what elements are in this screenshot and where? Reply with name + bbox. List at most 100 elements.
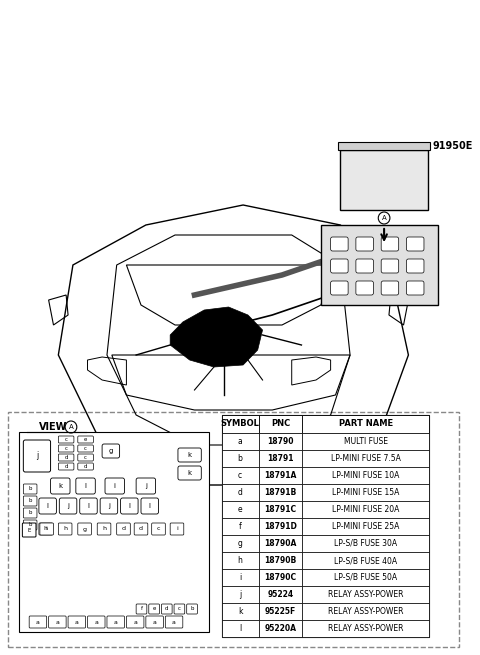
Text: LP-MINI FUSE 15A: LP-MINI FUSE 15A: [332, 488, 399, 497]
Bar: [20, 432, 209, 632]
Bar: [259, 415, 302, 433]
Circle shape: [65, 421, 77, 433]
FancyBboxPatch shape: [107, 616, 124, 628]
Bar: [222, 620, 259, 637]
FancyBboxPatch shape: [134, 523, 148, 535]
FancyBboxPatch shape: [117, 523, 130, 535]
Text: 18790: 18790: [267, 437, 294, 446]
Text: c: c: [157, 527, 160, 531]
Text: i: i: [239, 573, 241, 582]
Text: l: l: [87, 503, 89, 509]
Text: k: k: [58, 483, 62, 489]
Bar: [8, 412, 459, 647]
FancyBboxPatch shape: [78, 454, 93, 461]
Text: RELAY ASSY-POWER: RELAY ASSY-POWER: [328, 624, 403, 633]
Text: h: h: [238, 556, 242, 565]
Text: 18790A: 18790A: [264, 539, 297, 548]
FancyBboxPatch shape: [105, 478, 124, 494]
Text: b: b: [238, 454, 242, 463]
Bar: [259, 586, 302, 603]
Text: 95220A: 95220A: [264, 624, 297, 633]
Bar: [259, 603, 302, 620]
FancyBboxPatch shape: [23, 523, 36, 537]
Text: a: a: [153, 620, 156, 624]
Text: f: f: [141, 607, 143, 612]
Text: 18791A: 18791A: [264, 471, 297, 480]
Text: b: b: [28, 487, 32, 491]
Bar: [222, 484, 259, 501]
FancyBboxPatch shape: [407, 281, 424, 295]
Text: j: j: [145, 483, 147, 489]
Polygon shape: [170, 307, 263, 367]
Text: 95225F: 95225F: [265, 607, 296, 616]
FancyBboxPatch shape: [174, 604, 185, 614]
Bar: [302, 450, 429, 467]
Text: LP-S/B FUSE 50A: LP-S/B FUSE 50A: [334, 573, 397, 582]
FancyBboxPatch shape: [78, 436, 93, 443]
Text: SYMBOL: SYMBOL: [221, 419, 260, 428]
Bar: [302, 518, 429, 535]
Bar: [302, 552, 429, 569]
FancyBboxPatch shape: [331, 259, 348, 273]
FancyBboxPatch shape: [24, 496, 37, 506]
Text: e: e: [238, 505, 242, 514]
Bar: [259, 450, 302, 467]
Text: e: e: [84, 437, 87, 442]
Text: j: j: [36, 451, 38, 460]
FancyBboxPatch shape: [149, 604, 159, 614]
Text: k: k: [188, 470, 192, 476]
FancyBboxPatch shape: [161, 604, 172, 614]
Text: l: l: [239, 624, 241, 633]
Bar: [222, 415, 429, 637]
Text: b: b: [28, 498, 32, 504]
Text: A: A: [382, 215, 386, 221]
Text: 95224: 95224: [267, 590, 294, 599]
FancyBboxPatch shape: [120, 498, 138, 514]
Text: j: j: [239, 590, 241, 599]
Text: d: d: [64, 455, 68, 460]
FancyBboxPatch shape: [24, 508, 37, 518]
Text: a: a: [75, 620, 79, 624]
Bar: [259, 467, 302, 484]
FancyBboxPatch shape: [39, 523, 52, 535]
Bar: [259, 518, 302, 535]
FancyBboxPatch shape: [29, 616, 47, 628]
Text: a: a: [36, 620, 40, 624]
Text: a: a: [95, 620, 98, 624]
Text: c: c: [65, 437, 68, 442]
FancyBboxPatch shape: [68, 616, 85, 628]
Text: c: c: [65, 446, 68, 451]
Bar: [302, 620, 429, 637]
Bar: [222, 501, 259, 518]
Bar: [222, 552, 259, 569]
Text: i: i: [114, 483, 116, 489]
Bar: [302, 569, 429, 586]
Text: b: b: [190, 607, 194, 612]
Text: a: a: [172, 620, 176, 624]
FancyBboxPatch shape: [59, 436, 74, 443]
Text: l: l: [84, 483, 86, 489]
Bar: [302, 433, 429, 450]
Text: 18791D: 18791D: [264, 522, 297, 531]
Text: 18790C: 18790C: [264, 573, 297, 582]
FancyBboxPatch shape: [407, 259, 424, 273]
FancyBboxPatch shape: [141, 498, 158, 514]
Text: 18791C: 18791C: [264, 505, 297, 514]
FancyBboxPatch shape: [356, 281, 373, 295]
Text: LP-MINI FUSE 7.5A: LP-MINI FUSE 7.5A: [331, 454, 400, 463]
Bar: [222, 450, 259, 467]
Text: d: d: [121, 527, 125, 531]
Bar: [222, 586, 259, 603]
Text: E: E: [27, 527, 31, 533]
Text: 18791B: 18791B: [264, 488, 297, 497]
Text: h: h: [102, 527, 106, 531]
Text: g: g: [108, 448, 113, 454]
Text: e: e: [153, 607, 156, 612]
Text: 18790B: 18790B: [264, 556, 297, 565]
FancyBboxPatch shape: [356, 259, 373, 273]
FancyBboxPatch shape: [136, 478, 156, 494]
Text: LP-MINI FUSE 10A: LP-MINI FUSE 10A: [332, 471, 399, 480]
FancyBboxPatch shape: [48, 616, 66, 628]
Bar: [222, 569, 259, 586]
Text: c: c: [84, 455, 87, 460]
